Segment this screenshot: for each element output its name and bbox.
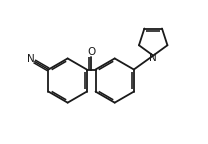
Text: O: O [87,47,95,57]
Text: N: N [149,53,157,63]
Text: N: N [27,54,35,64]
